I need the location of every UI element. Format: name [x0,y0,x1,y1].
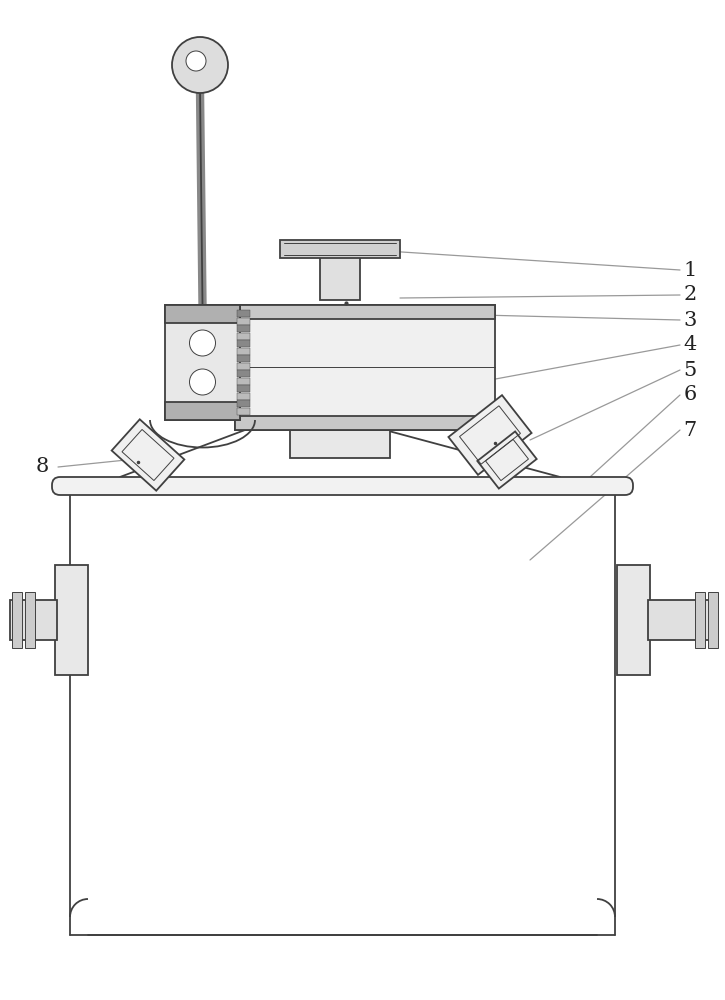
Circle shape [189,369,215,395]
Polygon shape [112,419,184,491]
Bar [280,240,400,258]
Bar [165,305,240,323]
Bar [695,592,705,648]
Bar [237,408,250,415]
Bar [237,325,250,332]
Bar [165,305,240,420]
Circle shape [186,51,206,71]
Bar [235,305,495,430]
Circle shape [172,37,228,93]
Bar [25,592,35,648]
Bar [237,332,250,340]
Bar [237,318,250,325]
Text: 5: 5 [684,360,697,379]
Bar [237,385,250,392]
Bar [320,255,360,300]
Bar [708,592,718,648]
Polygon shape [449,395,531,475]
FancyBboxPatch shape [52,477,633,495]
Bar [237,392,250,400]
Bar [237,340,250,347]
Text: 2: 2 [684,286,697,304]
Bar [12,592,22,648]
Polygon shape [477,431,536,489]
Bar [237,348,250,355]
Circle shape [189,330,215,356]
Text: 1: 1 [683,260,697,279]
Bar [237,400,250,407]
Text: 7: 7 [684,420,697,440]
Bar [237,310,250,317]
Bar [235,305,495,319]
Bar [165,402,240,420]
Bar [10,600,57,640]
Bar [235,416,495,430]
Bar [290,430,390,458]
Bar [237,370,250,377]
Bar [237,355,250,362]
Bar [648,600,710,640]
Bar [55,565,88,675]
Text: 3: 3 [683,310,697,330]
Bar [237,362,250,370]
Text: 6: 6 [684,385,697,404]
Bar [617,565,650,675]
Text: 8: 8 [36,458,49,477]
Bar [237,377,250,385]
Text: 4: 4 [684,336,697,355]
